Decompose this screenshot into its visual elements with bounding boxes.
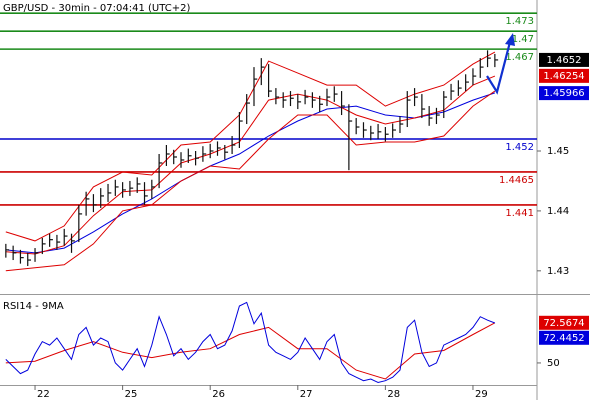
level-label: 1.473 bbox=[505, 16, 534, 27]
price-label: 72.4452 bbox=[543, 333, 584, 344]
y-tick-label: 1.43 bbox=[547, 266, 569, 277]
price-label: 1.4652 bbox=[547, 55, 582, 66]
x-tick-label: 28 bbox=[387, 389, 400, 400]
x-tick-label: 25 bbox=[125, 389, 138, 400]
plot-layer: GBP/USD - 30min - 07:04:41 (UTC+2) 1.43 1.… bbox=[0, 3, 589, 400]
price-label: 72.5674 bbox=[543, 318, 584, 329]
level-label: 1.47 bbox=[512, 34, 534, 45]
level-label: 1.441 bbox=[505, 208, 534, 219]
price-label-box bbox=[539, 68, 589, 83]
panel-title: RSI14 - 9MA bbox=[3, 301, 64, 312]
x-tick-label: 22 bbox=[37, 389, 50, 400]
level-label: 1.467 bbox=[505, 52, 534, 63]
forecast-arrow bbox=[486, 41, 512, 95]
price-label-box bbox=[539, 330, 589, 345]
forecast-arrowhead bbox=[505, 33, 515, 46]
panel-title: GBP/USD - 30min - 07:04:41 (UTC+2) bbox=[3, 3, 190, 14]
x-tick-label: 29 bbox=[475, 389, 488, 400]
level-label: 1.452 bbox=[505, 142, 534, 153]
price-label: 1.45966 bbox=[543, 88, 584, 99]
y-tick-label: 1.45 bbox=[547, 146, 569, 157]
price-label-box bbox=[539, 86, 589, 101]
y-tick-label: 1.44 bbox=[547, 206, 569, 217]
price-label: 1.46254 bbox=[543, 71, 584, 82]
overlay-line bbox=[5, 75, 496, 255]
overlay-line bbox=[5, 322, 496, 380]
price-label-box bbox=[539, 52, 589, 67]
x-tick-label: 26 bbox=[212, 389, 225, 400]
x-tick-label: 27 bbox=[300, 389, 313, 400]
level-label: 1.4465 bbox=[499, 175, 534, 186]
y-tick-label: 50 bbox=[547, 358, 560, 369]
overlay-line bbox=[5, 90, 496, 272]
indicator-line bbox=[5, 301, 496, 384]
price-label-box bbox=[539, 315, 589, 330]
